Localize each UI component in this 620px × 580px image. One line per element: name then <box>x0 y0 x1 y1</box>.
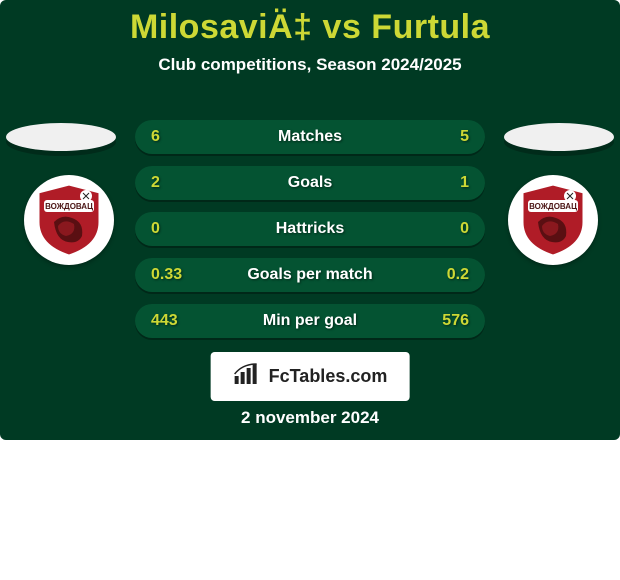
stat-row: 2 Goals 1 <box>135 166 485 200</box>
comparison-card: MilosaviÄ‡ vs Furtula Club competitions,… <box>0 0 620 440</box>
stat-right-value: 0.2 <box>429 266 469 284</box>
shadow-oval-left <box>6 123 116 151</box>
stat-right-value: 0 <box>429 220 469 238</box>
svg-text:ВОЖДОВАЦ: ВОЖДОВАЦ <box>45 202 93 211</box>
club-logo-left: ВОЖДОВАЦ <box>24 175 114 265</box>
stat-left-value: 0 <box>151 220 191 238</box>
stat-left-value: 443 <box>151 312 191 330</box>
brand-badge: FcTables.com <box>211 352 410 401</box>
brand-text: FcTables.com <box>269 366 388 387</box>
stat-left-value: 6 <box>151 128 191 146</box>
shadow-oval-right <box>504 123 614 151</box>
stat-label: Matches <box>191 128 429 146</box>
stat-left-value: 2 <box>151 174 191 192</box>
stat-label: Goals <box>191 174 429 192</box>
stat-right-value: 5 <box>429 128 469 146</box>
stat-row: 443 Min per goal 576 <box>135 304 485 338</box>
stat-left-value: 0.33 <box>151 266 191 284</box>
page-title: MilosaviÄ‡ vs Furtula <box>0 0 620 47</box>
crest-icon: ВОЖДОВАЦ <box>518 182 588 258</box>
subtitle: Club competitions, Season 2024/2025 <box>0 55 620 75</box>
stat-right-value: 576 <box>429 312 469 330</box>
stat-label: Hattricks <box>191 220 429 238</box>
stat-row: 0.33 Goals per match 0.2 <box>135 258 485 292</box>
stat-row: 0 Hattricks 0 <box>135 212 485 246</box>
stat-row: 6 Matches 5 <box>135 120 485 154</box>
stat-right-value: 1 <box>429 174 469 192</box>
stat-label: Min per goal <box>191 312 429 330</box>
crest-icon: ВОЖДОВАЦ <box>34 182 104 258</box>
club-logo-right: ВОЖДОВАЦ <box>508 175 598 265</box>
svg-text:ВОЖДОВАЦ: ВОЖДОВАЦ <box>529 202 577 211</box>
date-text: 2 november 2024 <box>0 408 620 428</box>
stats-container: 6 Matches 5 2 Goals 1 0 Hattricks 0 0.33… <box>135 120 485 350</box>
bars-icon <box>233 362 261 391</box>
stat-label: Goals per match <box>191 266 429 284</box>
